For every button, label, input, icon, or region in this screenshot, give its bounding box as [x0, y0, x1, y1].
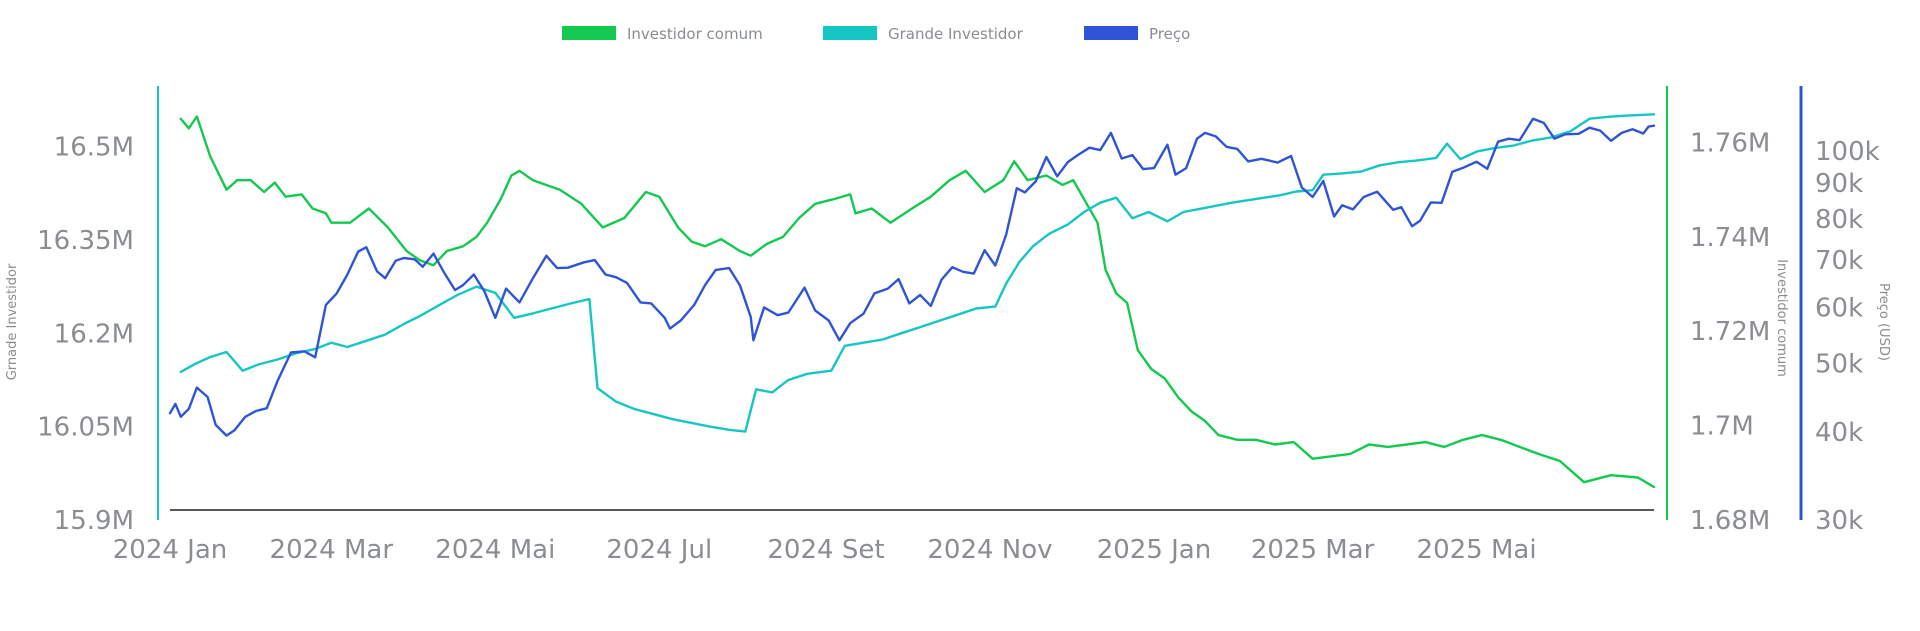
series-line-2	[168, 117, 1656, 437]
x-tick-label-4: 2024 Set	[767, 535, 884, 565]
right1-tick-label-0: 1.76M	[1690, 128, 1770, 158]
series-line-0	[179, 115, 1656, 489]
right1-tick-label-3: 1.7M	[1690, 412, 1754, 442]
axes: 16.5M 16.35M 16.2M 16.05M 15.9M 1.76M 1.74M 1.7…	[5, 86, 1891, 565]
left-tick-label-0: 16.5M	[54, 133, 134, 163]
left-tick-label-1: 16.35M	[37, 226, 134, 256]
right1-tick-label-4: 1.68M	[1690, 506, 1770, 536]
right2-tick-label-6: 40k	[1815, 418, 1863, 448]
x-tick-label-7: 2025 Mar	[1251, 535, 1375, 565]
right2-tick-label-5: 50k	[1815, 349, 1863, 379]
right2-tick-label-1: 90k	[1815, 169, 1863, 199]
left-tick-label-2: 16.2M	[54, 319, 134, 349]
right2-tick-label-4: 60k	[1815, 293, 1863, 323]
right2-tick-label-0: 100k	[1815, 137, 1880, 167]
legend-label-2: Preço	[1149, 25, 1190, 43]
x-tick-label-2: 2024 Mai	[435, 535, 555, 565]
x-tick-label-5: 2024 Nov	[927, 535, 1052, 565]
right2-tick-label-7: 30k	[1815, 506, 1863, 536]
right2-tick-label-2: 80k	[1815, 205, 1863, 235]
left-tick-label-4: 15.9M	[54, 506, 134, 536]
series-lines	[168, 113, 1656, 489]
x-tick-label-8: 2025 Mai	[1417, 535, 1537, 565]
legend-label-0: Investidor comum	[627, 25, 763, 43]
legend: Investidor comum Grande Investidor Preço	[562, 25, 1190, 43]
legend-swatch-0	[562, 26, 616, 40]
right2-axis-title: Preço (USD)	[1876, 283, 1891, 361]
right1-tick-label-2: 1.72M	[1690, 317, 1770, 347]
series-line-1	[179, 113, 1656, 433]
legend-label-1: Grande Investidor	[888, 25, 1024, 43]
x-tick-label-6: 2025 Jan	[1097, 535, 1212, 565]
legend-swatch-1	[823, 26, 877, 40]
x-tick-label-0: 2024 Jan	[113, 535, 228, 565]
left-tick-label-3: 16.05M	[37, 413, 134, 443]
x-tick-label-1: 2024 Mar	[270, 535, 394, 565]
right2-tick-label-3: 70k	[1815, 246, 1863, 276]
legend-swatch-2	[1084, 26, 1138, 40]
left-axis-title: Grnade Investidor	[5, 263, 20, 380]
right1-axis-title: Investidor comum	[1774, 259, 1789, 377]
x-tick-label-3: 2024 Jul	[606, 535, 712, 565]
right1-tick-label-1: 1.74M	[1690, 223, 1770, 253]
